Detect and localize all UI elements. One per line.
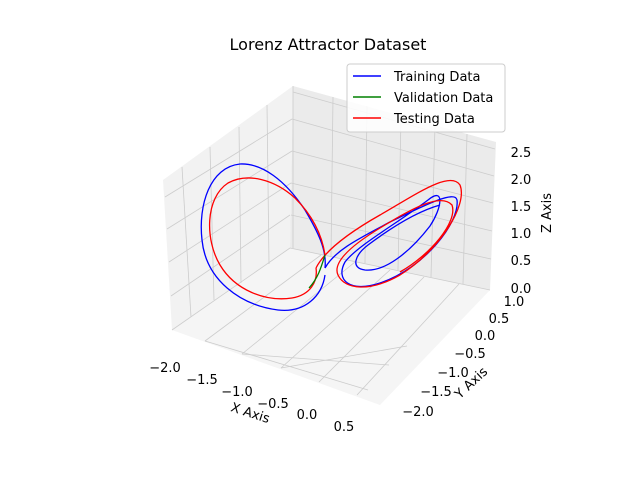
z-tick-label: 0.0 xyxy=(511,282,532,297)
legend-label-validation: Validation Data xyxy=(394,91,493,106)
x-ticks: −2.0 −1.5 −1.0 −0.5 0.0 0.5 xyxy=(149,361,354,435)
y-tick-label: −1.0 xyxy=(437,366,469,381)
chart-title: Lorenz Attractor Dataset xyxy=(230,35,427,54)
y-tick-label: −0.5 xyxy=(454,347,486,362)
floor-pane xyxy=(172,248,490,405)
legend-label-testing: Testing Data xyxy=(393,112,475,127)
y-ticks: −2.0 −1.5 −1.0 −0.5 0.0 0.5 1.0 xyxy=(402,295,524,420)
z-tick-label: 2.5 xyxy=(511,146,532,161)
back-pane xyxy=(290,86,496,290)
axes-panes xyxy=(163,86,496,405)
z-tick-label: 0.5 xyxy=(511,254,532,269)
y-tick-label: 0.5 xyxy=(489,312,510,327)
y-tick-label: −1.5 xyxy=(420,385,452,400)
x-tick-label: 0.5 xyxy=(334,420,355,435)
x-tick-label: −1.5 xyxy=(186,373,218,388)
validation-curve xyxy=(308,254,326,289)
z-tick-label: 2.0 xyxy=(511,173,532,188)
left-pane xyxy=(163,86,293,330)
testing-curve-left xyxy=(209,177,326,300)
z-ticks: 0.0 0.5 1.0 1.5 2.0 2.5 xyxy=(511,146,532,297)
x-tick-label: −1.0 xyxy=(221,385,253,400)
legend: Training Data Validation Data Testing Da… xyxy=(346,63,506,133)
y-tick-label: −2.0 xyxy=(402,405,434,420)
legend-label-training: Training Data xyxy=(393,70,480,85)
x-tick-label: −0.5 xyxy=(257,397,289,412)
curves xyxy=(200,163,462,311)
testing-curve-right xyxy=(315,179,462,288)
z-tick-label: 1.5 xyxy=(511,200,532,215)
y-tick-label: 1.0 xyxy=(504,295,525,310)
z-tick-label: 1.0 xyxy=(511,227,532,242)
z-axis-label: Z Axis xyxy=(540,193,555,233)
x-tick-label: 0.0 xyxy=(297,408,318,423)
x-tick-label: −2.0 xyxy=(149,361,181,376)
y-tick-label: 0.0 xyxy=(475,329,496,344)
legend-box xyxy=(346,63,506,133)
